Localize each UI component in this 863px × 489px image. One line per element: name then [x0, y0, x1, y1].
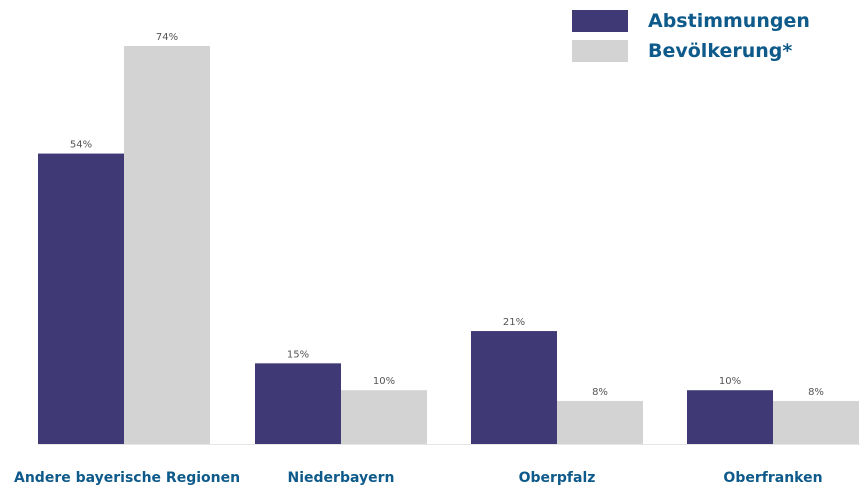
bar-abstimmungen-3 — [687, 390, 773, 444]
legend-swatch-abstimmungen — [572, 10, 628, 32]
category-label-2: Oberpfalz — [518, 470, 596, 486]
value-label-abstimmungen-1: 15% — [287, 349, 309, 360]
legend-label-abstimmungen: Abstimmungen — [648, 10, 810, 32]
bar-bevoelkerung-1 — [341, 390, 427, 444]
bar-bevoelkerung-2 — [557, 400, 643, 444]
category-label-0: Andere bayerische Regionen — [14, 470, 241, 486]
bar-abstimmungen-2 — [471, 331, 557, 444]
legend: Abstimmungen Bevölkerung* — [572, 6, 810, 66]
value-label-abstimmungen-3: 10% — [719, 376, 741, 387]
value-label-bevoelkerung-0: 74% — [156, 32, 178, 43]
value-label-bevoelkerung-2: 8% — [592, 387, 608, 398]
legend-swatch-bevoelkerung — [572, 40, 628, 62]
value-label-bevoelkerung-3: 8% — [808, 387, 824, 398]
legend-item-bevoelkerung: Bevölkerung* — [572, 36, 810, 66]
value-label-abstimmungen-2: 21% — [503, 317, 525, 328]
legend-label-bevoelkerung: Bevölkerung* — [648, 40, 793, 62]
bar-abstimmungen-0 — [38, 153, 124, 444]
legend-item-abstimmungen: Abstimmungen — [572, 6, 810, 36]
bar-bevoelkerung-0 — [124, 46, 210, 444]
bar-bevoelkerung-3 — [773, 400, 859, 444]
value-label-abstimmungen-0: 54% — [70, 140, 92, 151]
value-label-bevoelkerung-1: 10% — [373, 376, 395, 387]
category-label-1: Niederbayern — [287, 470, 395, 486]
category-label-3: Oberfranken — [723, 470, 823, 486]
bar-abstimmungen-1 — [255, 363, 341, 444]
